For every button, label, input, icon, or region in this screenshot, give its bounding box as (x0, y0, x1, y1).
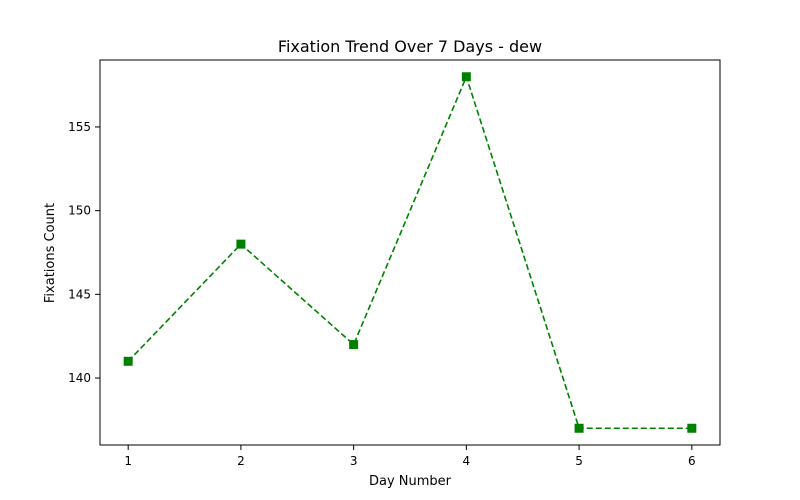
y-axis-label: Fixations Count (43, 203, 58, 303)
chart-title: Fixation Trend Over 7 Days - dew (278, 37, 542, 56)
data-point-marker (123, 356, 133, 366)
y-tick-label: 155 (68, 120, 91, 134)
series-line (127, 74, 692, 430)
data-point-marker (236, 239, 246, 249)
x-tick-label: 1 (124, 454, 132, 468)
x-tick-label: 3 (350, 454, 358, 468)
x-tick-label: 2 (237, 454, 245, 468)
x-tick-label: 6 (688, 454, 696, 468)
y-tick-label: 145 (68, 287, 91, 301)
data-point-marker (574, 423, 584, 433)
x-tick-label: 4 (463, 454, 471, 468)
axes: 1 2 3 4 5 6 140 145 150 155 (68, 59, 721, 468)
x-axis-label: Day Number (369, 474, 452, 489)
data-point-marker (461, 72, 471, 82)
data-point-marker (349, 340, 359, 350)
plot-frame (99, 59, 721, 446)
y-tick-label: 140 (68, 371, 91, 385)
x-tick-label: 5 (575, 454, 583, 468)
y-tick-label: 150 (68, 204, 91, 218)
data-point-marker (687, 423, 697, 433)
plot-area (123, 72, 697, 433)
